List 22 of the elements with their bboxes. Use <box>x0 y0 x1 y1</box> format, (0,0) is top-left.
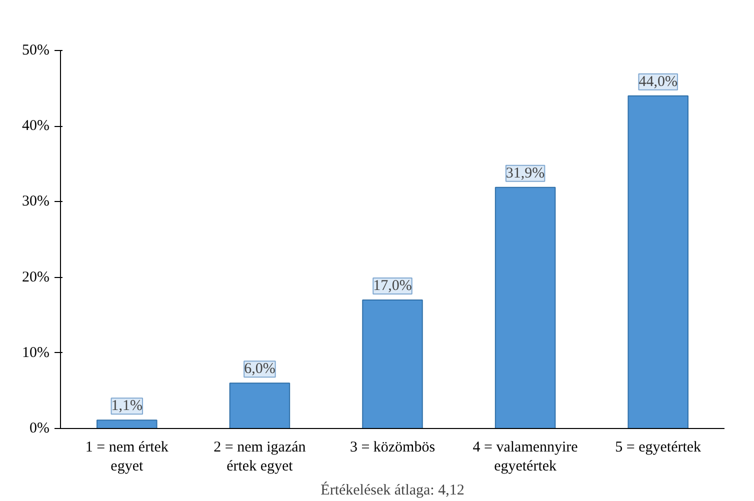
data-label: 31,9% <box>506 165 545 182</box>
x-axis-title: Értékelések átlaga: 4,12 <box>320 482 464 499</box>
bar <box>362 299 423 428</box>
x-tick-label: 2 = nem igazán értek egyet <box>214 440 306 475</box>
bar <box>628 95 688 428</box>
bar <box>494 186 556 428</box>
x-tick-label: 4 = valamennyire egyetértek <box>472 440 578 475</box>
data-label: 17,0% <box>373 278 412 294</box>
y-tick-label: 10% <box>22 344 50 361</box>
data-label: 44,0% <box>638 74 678 90</box>
x-tick-label: 5 = egyetértek <box>615 440 702 456</box>
y-tick-label: 30% <box>22 194 50 210</box>
data-label: 6,0% <box>244 361 276 378</box>
data-label: 1,1% <box>111 398 143 414</box>
y-tick-label: 50% <box>22 42 50 58</box>
y-tick-label: 20% <box>22 269 50 286</box>
x-tick-label: 1 = nem értek egyet <box>85 440 169 475</box>
y-tick-label: 40% <box>22 118 50 134</box>
y-tick-label: 0% <box>30 420 50 436</box>
x-tick-label: 3 = közömbös <box>350 440 436 456</box>
bar <box>229 382 290 428</box>
bar <box>96 420 158 428</box>
